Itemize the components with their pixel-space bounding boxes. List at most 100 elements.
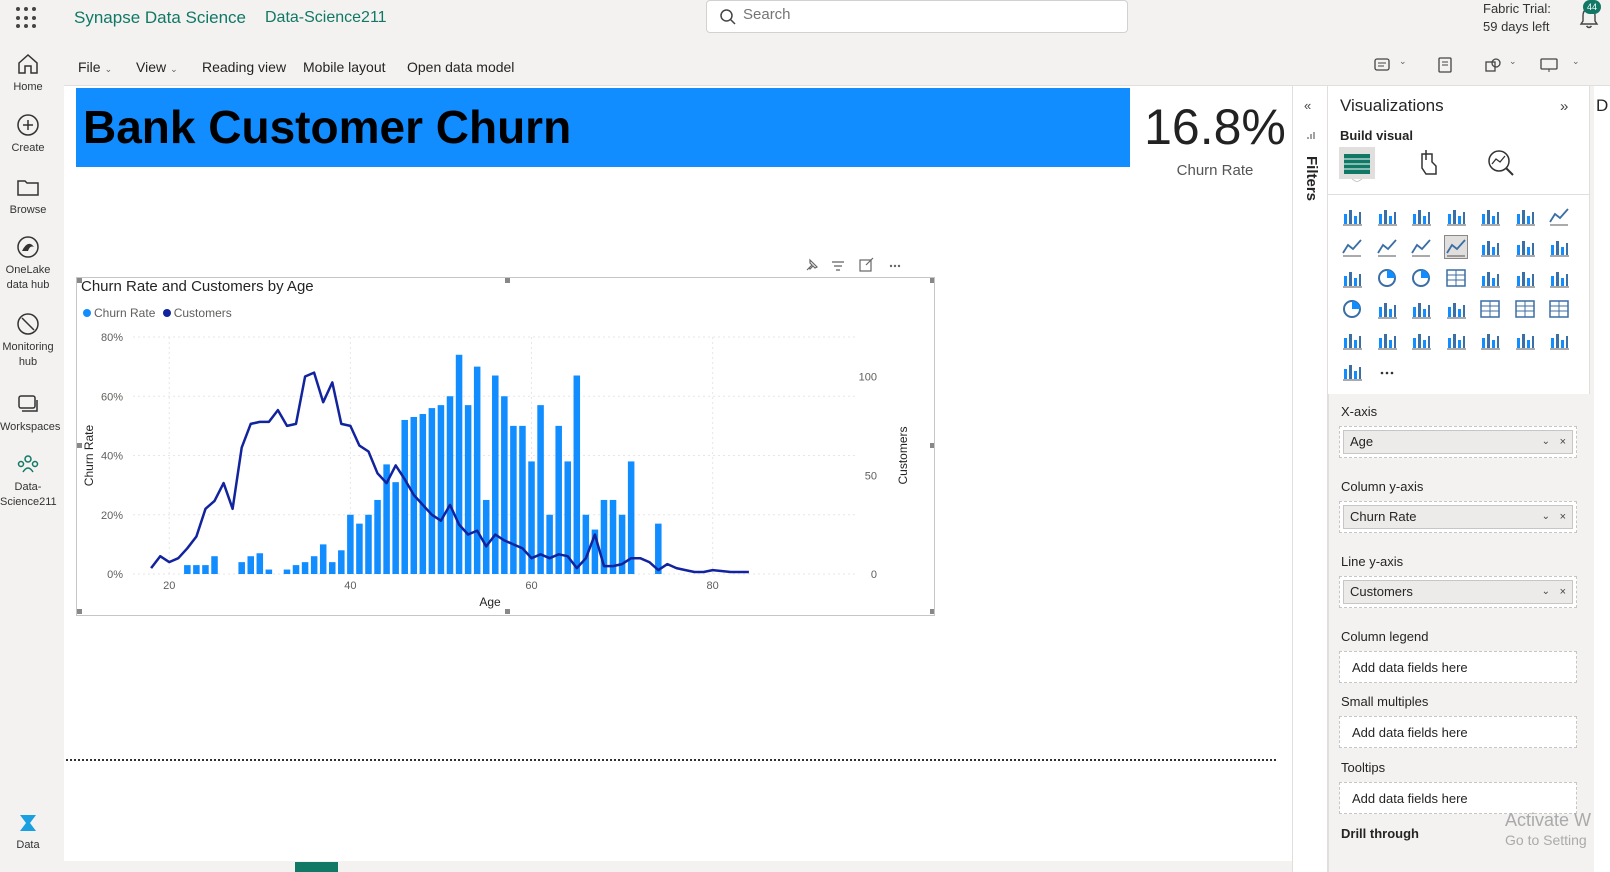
nav-data-experience[interactable]: Data <box>0 812 56 853</box>
decomposition-tree-icon[interactable] <box>1375 328 1399 352</box>
line-clustered-column-chart-icon[interactable] <box>1443 235 1468 259</box>
filters-pane-collapsed[interactable]: « Filters <box>1292 86 1328 872</box>
nav-workspaces[interactable]: Workspaces <box>0 392 60 435</box>
notes-icon[interactable] <box>1436 57 1454 73</box>
nav-browse[interactable]: Browse <box>0 175 56 218</box>
viz-pane-scrollbar[interactable] <box>1590 86 1594 872</box>
power-automate-icon[interactable] <box>1340 359 1364 383</box>
x-axis-well[interactable]: Age ⌄ × <box>1339 426 1577 458</box>
column-y-axis-field-pill[interactable]: Churn Rate ⌄ × <box>1343 505 1573 529</box>
analytics-icon[interactable] <box>1482 146 1520 182</box>
open-data-model-button[interactable]: Open data model <box>407 59 515 75</box>
stacked-bar-chart-icon[interactable] <box>1340 204 1364 228</box>
ribbon-chart-icon[interactable] <box>1478 235 1502 259</box>
remove-field-icon[interactable]: × <box>1559 511 1566 523</box>
line-chart-icon[interactable] <box>1547 204 1571 228</box>
donut-chart-icon[interactable] <box>1409 266 1433 290</box>
small-multiples-well[interactable]: Add data fields here <box>1339 716 1577 748</box>
column-legend-well[interactable]: Add data fields here <box>1339 651 1577 683</box>
app-launcher-icon[interactable] <box>16 7 38 29</box>
legend-item-customers[interactable]: Customers <box>162 306 232 320</box>
clustered-bar-chart-icon[interactable] <box>1409 204 1433 228</box>
filter-icon[interactable] <box>832 261 844 271</box>
column-legend-placeholder: Add data fields here <box>1352 660 1468 675</box>
data-pane-collapsed[interactable]: D <box>1594 86 1610 872</box>
shapes-icon[interactable] <box>1484 57 1502 73</box>
copilot-icon[interactable] <box>1374 57 1392 73</box>
card-icon[interactable] <box>1375 297 1399 321</box>
build-visual-fields-icon[interactable] <box>1338 146 1376 182</box>
more-options-icon[interactable] <box>889 264 901 268</box>
azure-map-icon[interactable] <box>1547 266 1571 290</box>
menu-file[interactable]: File ⌄ <box>78 59 112 75</box>
stacked-column-chart-icon[interactable] <box>1375 204 1399 228</box>
gauge-icon[interactable] <box>1340 297 1364 321</box>
x-axis-field-pill[interactable]: Age ⌄ × <box>1343 430 1573 454</box>
churn-rate-bar <box>655 523 662 574</box>
trial-status[interactable]: Fabric Trial: 59 days left <box>1483 0 1551 36</box>
multi-row-card-icon[interactable] <box>1409 297 1433 321</box>
drill-through-label[interactable]: Drill through <box>1341 826 1419 841</box>
legend-item-churn-rate[interactable]: Churn Rate <box>83 306 155 320</box>
more-visuals-icon[interactable] <box>1375 359 1399 383</box>
map-icon[interactable] <box>1478 266 1502 290</box>
tooltips-well[interactable]: Add data fields here <box>1339 782 1577 814</box>
metrics-icon[interactable] <box>1478 328 1502 352</box>
100-stacked-column-chart-icon[interactable] <box>1513 204 1537 228</box>
chevron-down-icon[interactable]: ⌄ <box>1572 56 1580 66</box>
matrix-icon[interactable] <box>1547 297 1571 321</box>
slicer-icon[interactable] <box>1478 297 1502 321</box>
remove-field-icon[interactable]: × <box>1559 436 1566 448</box>
kpi-churn-rate-value[interactable]: 16.8% <box>1144 99 1286 155</box>
combo-chart-visual[interactable]: Churn Rate and Customers by Age Churn Ra… <box>76 277 935 616</box>
nav-onelake[interactable]: OneLake data hub <box>0 235 56 293</box>
scatter-chart-icon[interactable] <box>1340 266 1364 290</box>
mobile-layout-button[interactable]: Mobile layout <box>303 59 386 75</box>
filled-map-icon[interactable] <box>1513 266 1537 290</box>
chevron-down-icon[interactable]: ⌄ <box>1541 586 1550 597</box>
remove-field-icon[interactable]: × <box>1559 586 1566 598</box>
table-icon[interactable] <box>1513 297 1537 321</box>
format-visual-icon[interactable] <box>1410 146 1448 182</box>
key-influencers-icon[interactable] <box>1340 328 1364 352</box>
chevron-down-icon[interactable]: ⌄ <box>1541 436 1550 447</box>
clustered-column-chart-icon[interactable] <box>1444 204 1468 228</box>
treemap-icon[interactable] <box>1444 266 1468 290</box>
qa-icon[interactable] <box>1409 328 1433 352</box>
expand-left-icon[interactable]: « <box>1304 98 1312 113</box>
focus-mode-icon[interactable] <box>859 257 874 272</box>
chevron-down-icon[interactable]: ⌄ <box>1509 56 1517 66</box>
line-stacked-column-chart-icon[interactable] <box>1409 235 1433 259</box>
menu-view[interactable]: View ⌄ <box>136 59 178 75</box>
kpi-icon[interactable] <box>1444 297 1468 321</box>
reading-view-button[interactable]: Reading view <box>202 59 287 75</box>
nav-monitoring[interactable]: Monitoring hub <box>0 312 56 370</box>
nav-current-workspace[interactable]: Data-Science211 <box>0 452 57 510</box>
resize-handle <box>930 278 934 283</box>
pie-chart-icon[interactable] <box>1375 266 1399 290</box>
funnel-chart-icon[interactable] <box>1547 235 1571 259</box>
nav-home[interactable]: Home <box>0 52 56 95</box>
search-box[interactable] <box>706 0 1128 33</box>
line-y-axis-well[interactable]: Customers ⌄ × <box>1339 576 1577 608</box>
collapse-right-icon[interactable]: » <box>1560 98 1569 115</box>
area-chart-icon[interactable] <box>1340 235 1364 259</box>
pin-icon[interactable] <box>806 258 819 271</box>
100-stacked-bar-chart-icon[interactable] <box>1478 204 1502 228</box>
workspace-breadcrumb[interactable]: Data-Science211 <box>265 9 387 26</box>
title-banner[interactable]: Bank Customer Churn <box>76 88 1130 167</box>
chevron-down-icon[interactable]: ⌄ <box>1541 511 1550 522</box>
stacked-area-chart-icon[interactable] <box>1375 235 1399 259</box>
power-apps-icon[interactable] <box>1547 328 1571 352</box>
search-input[interactable] <box>743 6 1103 23</box>
column-y-axis-well[interactable]: Churn Rate ⌄ × <box>1339 501 1577 533</box>
smart-narrative-icon[interactable] <box>1444 328 1468 352</box>
nav-create[interactable]: Create <box>0 113 56 156</box>
paginated-report-icon[interactable] <box>1513 328 1537 352</box>
present-icon[interactable] <box>1540 57 1558 73</box>
line-y-axis-field-pill[interactable]: Customers ⌄ × <box>1343 580 1573 604</box>
app-title[interactable]: Synapse Data Science <box>74 8 246 27</box>
active-page-tab[interactable] <box>295 862 338 872</box>
waterfall-chart-icon[interactable] <box>1513 235 1537 259</box>
chevron-down-icon[interactable]: ⌄ <box>1399 56 1407 66</box>
